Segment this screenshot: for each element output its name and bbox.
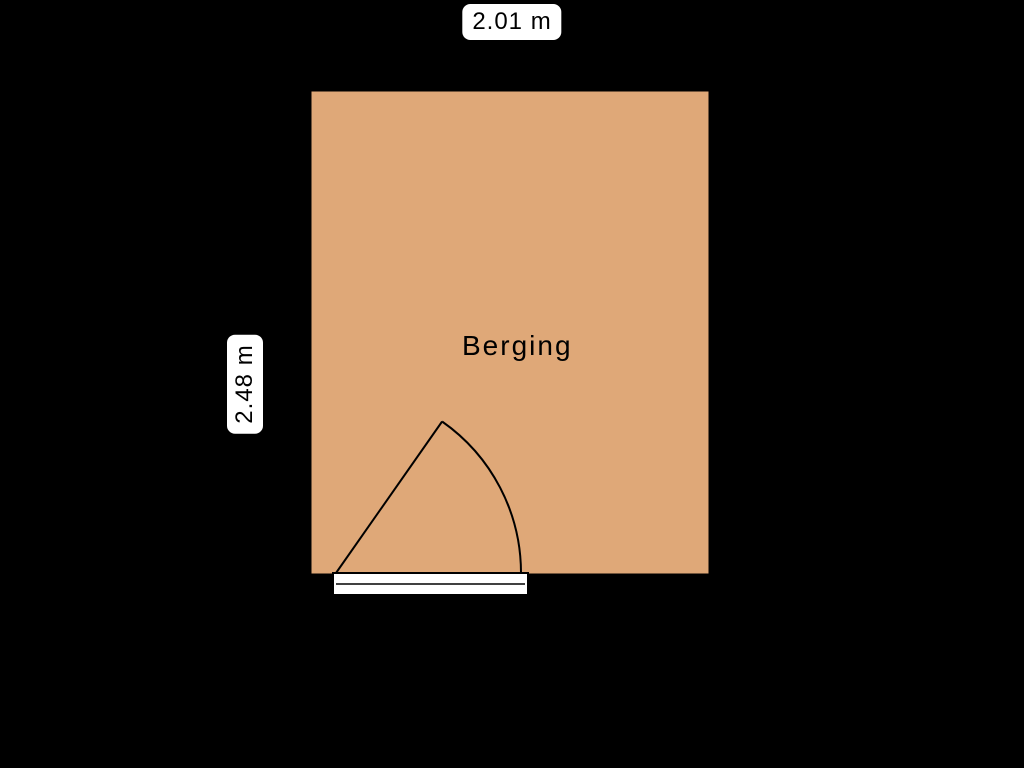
dimension-top-label: 2.01 m xyxy=(462,4,561,40)
room-label: Berging xyxy=(462,330,573,362)
dimension-left-label: 2.48 m xyxy=(227,334,263,433)
floorplan-svg xyxy=(0,0,1024,768)
